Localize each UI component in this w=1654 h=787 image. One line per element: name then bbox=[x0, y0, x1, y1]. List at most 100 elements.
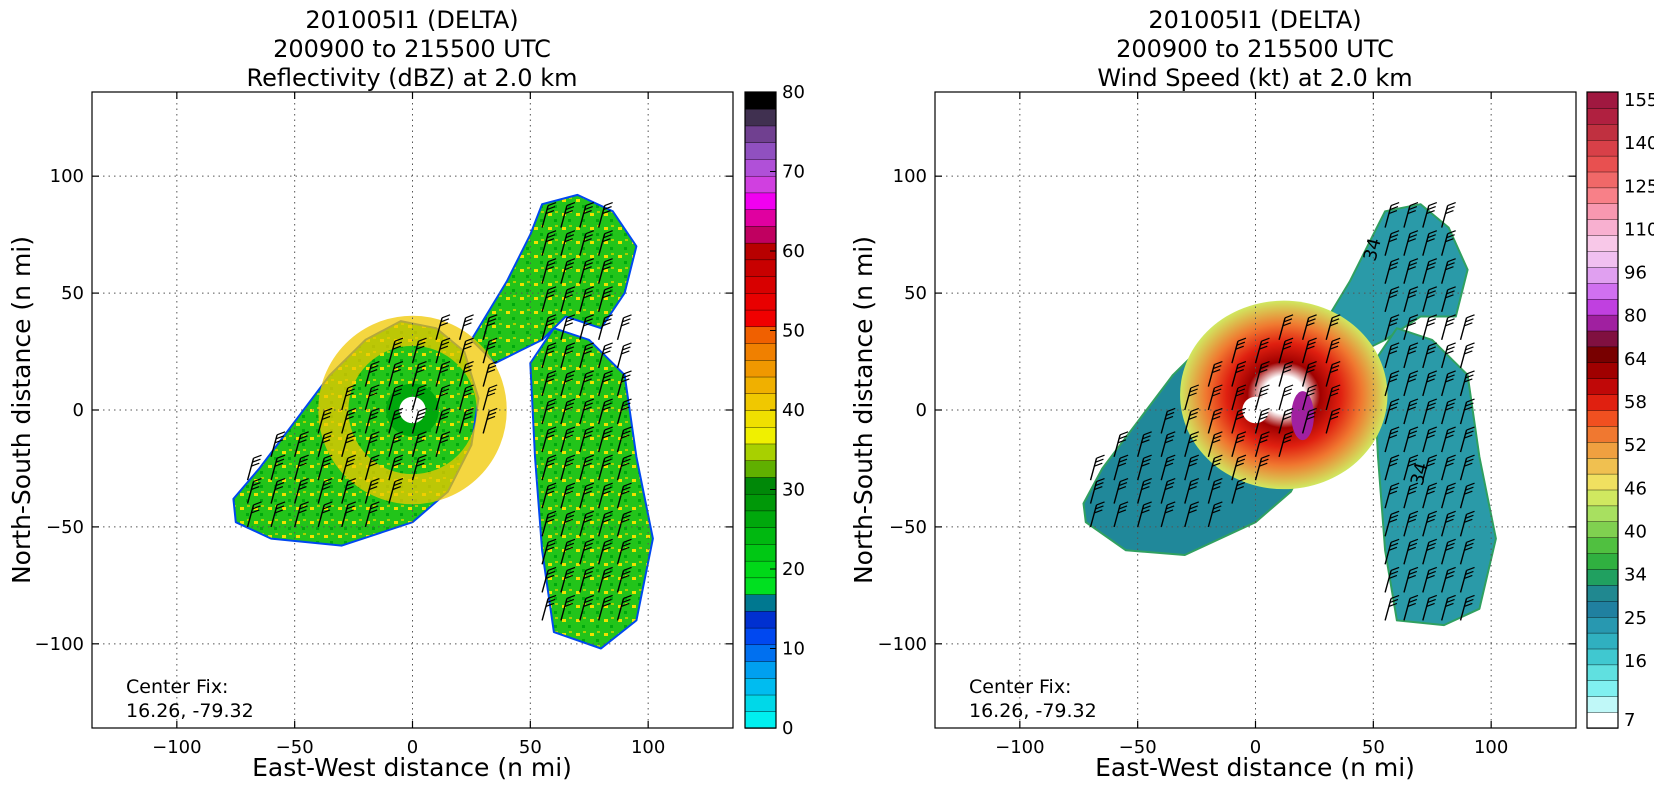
wind-barb bbox=[560, 454, 576, 481]
wind-barb bbox=[1384, 454, 1400, 481]
axis-ticks: −100 −50 0 50 100 −100 −50 0 50 100 bbox=[35, 92, 733, 758]
colorbar-swatch bbox=[744, 510, 777, 528]
colorbar-swatch bbox=[744, 158, 777, 177]
wind-barb bbox=[616, 398, 632, 425]
wind-barb bbox=[1459, 342, 1475, 369]
wind-barb bbox=[597, 454, 613, 481]
wind-barb bbox=[364, 361, 380, 387]
colorbar-swatch bbox=[1586, 600, 1619, 618]
colorbar-swatch bbox=[744, 225, 777, 244]
wind-barb bbox=[1207, 454, 1223, 481]
colorbar-swatch bbox=[1586, 568, 1619, 586]
wind-barb bbox=[541, 370, 557, 397]
wind-barb bbox=[1384, 426, 1400, 453]
colorbar-swatch bbox=[1586, 378, 1619, 395]
x-tick-label: 100 bbox=[1474, 737, 1508, 758]
wind-barb bbox=[597, 566, 613, 593]
wind-barb bbox=[1301, 361, 1317, 387]
wind-barb bbox=[1254, 361, 1270, 387]
wind-barb bbox=[1459, 482, 1475, 509]
wind-barb bbox=[1136, 431, 1152, 457]
wind-barb bbox=[293, 431, 309, 457]
colorbar: 7 16 25 34 40 46 52 58 64 80 96 110 125 140 155 bbox=[1586, 90, 1654, 731]
colorbar-swatch bbox=[1586, 616, 1619, 634]
axis-ticks: −100 −50 0 50 100 −100 −50 0 50 100 bbox=[878, 92, 1576, 758]
wind-barb bbox=[597, 286, 613, 312]
wind-barb bbox=[364, 477, 380, 504]
colorbar-swatch bbox=[744, 376, 777, 394]
colorbar-tick-label: 0 bbox=[782, 718, 793, 739]
wind-barb bbox=[541, 258, 557, 284]
wind-barb bbox=[246, 477, 262, 504]
wind-barb bbox=[317, 477, 333, 504]
wind-barb bbox=[341, 454, 357, 481]
wind-barb bbox=[1278, 384, 1294, 411]
wind-barb bbox=[560, 202, 576, 228]
wind-barb bbox=[579, 426, 595, 453]
wind-barb bbox=[1459, 314, 1475, 341]
colorbar-swatch bbox=[1586, 234, 1619, 252]
colorbar-swatch bbox=[1586, 218, 1619, 236]
echo-region-eastern-band bbox=[1372, 327, 1497, 627]
colorbar-swatch bbox=[1586, 505, 1619, 522]
wind-barb bbox=[1459, 426, 1475, 453]
wind-barb bbox=[1207, 477, 1223, 504]
center-fix-value: 16.26, -79.32 bbox=[969, 700, 1097, 722]
wind-barb bbox=[482, 384, 498, 411]
colorbar-swatch bbox=[744, 409, 777, 428]
wind-barb bbox=[1301, 384, 1317, 411]
wind-barb bbox=[1325, 384, 1341, 411]
colorbar-swatch bbox=[1586, 330, 1619, 348]
wind-barb bbox=[246, 454, 262, 481]
wind-barb bbox=[1459, 566, 1475, 593]
colorbar-swatch bbox=[1586, 473, 1619, 491]
y-tick-label: −100 bbox=[35, 634, 84, 655]
wind-barb bbox=[560, 398, 576, 425]
wind-barb bbox=[616, 454, 632, 481]
colorbar-swatch bbox=[1586, 632, 1619, 650]
wind-barb bbox=[1254, 337, 1270, 364]
wind-barb bbox=[458, 384, 474, 411]
wind-barb bbox=[1403, 538, 1419, 565]
wind-barb bbox=[541, 426, 557, 453]
wind-barb bbox=[616, 342, 632, 369]
colorbar-tick-label: 30 bbox=[782, 480, 805, 501]
wind-barb bbox=[560, 258, 576, 284]
wind-barb bbox=[541, 398, 557, 425]
wind-barb bbox=[1254, 384, 1270, 411]
wind-barb bbox=[1422, 454, 1438, 481]
wind-barb bbox=[293, 454, 309, 481]
wind-barb bbox=[560, 370, 576, 397]
wind-barb bbox=[560, 594, 576, 621]
wind-barb bbox=[341, 477, 357, 504]
wind-barb bbox=[560, 482, 576, 509]
wind-barb bbox=[1459, 370, 1475, 397]
wind-barb bbox=[1403, 594, 1419, 621]
wind-barb bbox=[541, 286, 557, 312]
wind-barb bbox=[341, 431, 357, 457]
wind-barb bbox=[560, 314, 576, 341]
colorbar-swatch bbox=[744, 275, 777, 294]
wind-barb bbox=[560, 230, 576, 256]
title-line-2: 200900 to 215500 UTC bbox=[1116, 35, 1394, 63]
wind-barb bbox=[597, 314, 613, 341]
colorbar-swatch bbox=[1586, 282, 1619, 300]
y-tick-label: −100 bbox=[878, 634, 927, 655]
wind-barb bbox=[1422, 398, 1438, 425]
wind-barb bbox=[1422, 566, 1438, 593]
y-axis-label: North-South distance (n mi) bbox=[849, 236, 878, 584]
wind-barb bbox=[411, 454, 427, 481]
colorbar-swatch bbox=[1586, 107, 1619, 125]
colorbar-swatch bbox=[1586, 203, 1619, 220]
colorbar-tick-label: 10 bbox=[782, 639, 805, 660]
wind-barb bbox=[616, 426, 632, 453]
x-tick-label: 50 bbox=[519, 737, 542, 758]
wind-barb bbox=[597, 482, 613, 509]
wind-barb bbox=[388, 454, 404, 481]
wind-barb bbox=[597, 230, 613, 256]
y-tick-label: 0 bbox=[73, 400, 84, 421]
y-tick-label: 0 bbox=[916, 400, 927, 421]
wind-barb bbox=[458, 407, 474, 434]
wind-barb bbox=[1403, 286, 1419, 312]
